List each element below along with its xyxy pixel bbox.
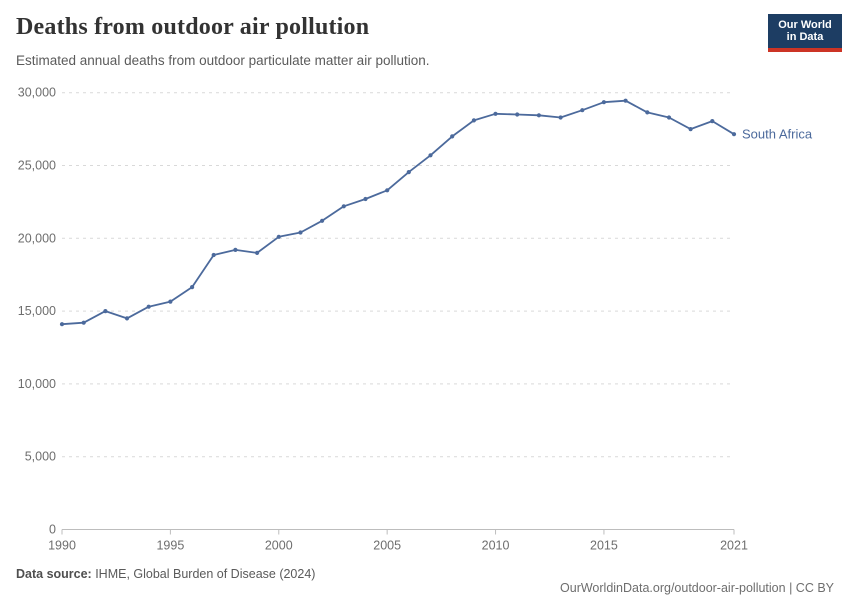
footer-credit: OurWorldinData.org/outdoor-air-pollution… [539,567,834,609]
chart-footer: Data source: IHME, Global Burden of Dise… [16,567,834,609]
svg-text:10,000: 10,000 [18,377,56,391]
svg-text:20,000: 20,000 [18,231,56,245]
footer-link[interactable]: OurWorldinData.org/outdoor-air-pollution [560,581,786,595]
svg-text:30,000: 30,000 [18,86,56,100]
svg-text:2021: 2021 [720,539,748,553]
svg-text:2005: 2005 [373,539,401,553]
svg-text:2000: 2000 [265,539,293,553]
x-axis-ticks-and-labels: 1990 1995 2000 2005 2010 2015 2021 [48,529,748,553]
owid-logo-line2: in Data [786,31,824,43]
series-label[interactable]: South Africa [742,127,813,142]
page-title: Deaths from outdoor air pollution [16,14,370,40]
svg-text:1995: 1995 [156,539,184,553]
owid-logo[interactable]: Our World in Data [768,14,842,52]
svg-text:2015: 2015 [590,539,618,553]
data-source-value: IHME, Global Burden of Disease (2024) [91,567,316,581]
svg-text:25,000: 25,000 [18,159,56,173]
data-source-label: Data source: [16,567,92,581]
svg-text:5,000: 5,000 [25,450,56,464]
footer-license: | CC BY [785,581,834,595]
data-source: Data source: IHME, Global Burden of Dise… [16,567,315,581]
owid-logo-line1: Our World [778,18,832,31]
svg-text:15,000: 15,000 [18,304,56,318]
svg-text:0: 0 [49,523,56,537]
y-gridlines-and-labels: 0 5,000 10,000 15,000 20,000 25,000 30,000 [18,86,734,537]
series-south-africa[interactable]: South Africa [59,98,813,327]
svg-text:1990: 1990 [48,539,76,553]
chart-subtitle: Estimated annual deaths from outdoor par… [16,53,430,68]
svg-text:2010: 2010 [482,539,510,553]
